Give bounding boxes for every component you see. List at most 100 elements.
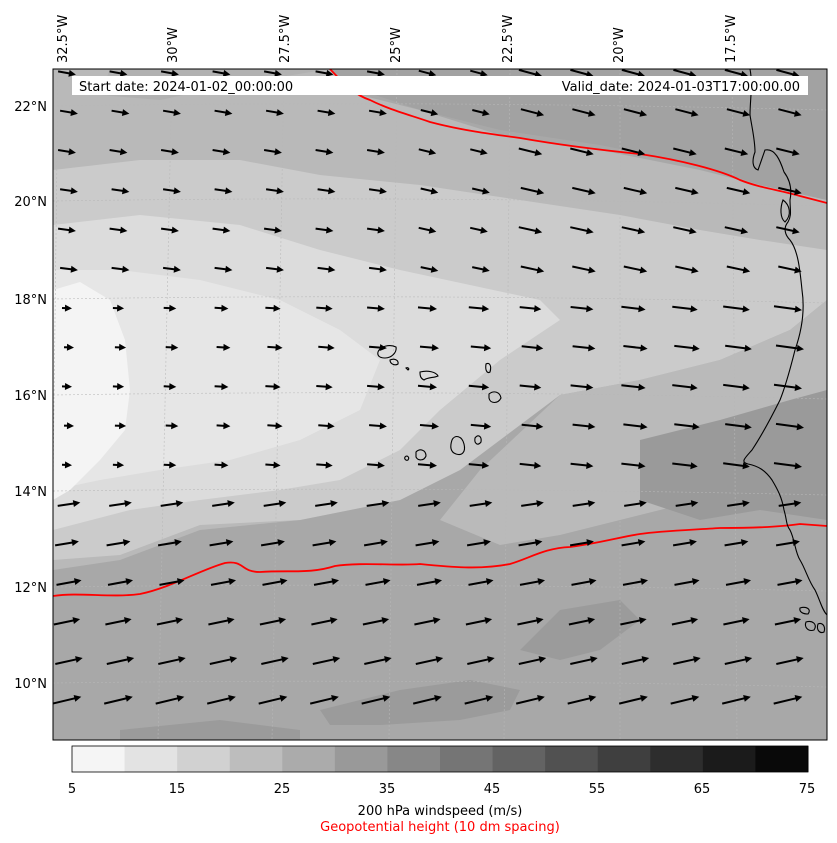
wind-vector-shaft (206, 696, 233, 705)
wind-vector-head (124, 500, 132, 507)
wind-vector-head (742, 110, 751, 117)
wind-vector-head (221, 304, 229, 312)
wind-vector-head (637, 227, 646, 235)
wind-vector-shaft (567, 696, 593, 705)
wind-vector-head (325, 69, 334, 77)
wind-vector-head (536, 266, 545, 274)
wind-vector-shaft (106, 541, 127, 547)
wind-vector-shaft (520, 186, 541, 194)
wind-vector-head (223, 422, 231, 430)
wind-vector-head (690, 462, 698, 470)
wind-vector-shaft (675, 265, 696, 272)
wind-vector-shaft (773, 462, 799, 468)
wind-vector-head (379, 109, 387, 116)
wind-vector-shaft (778, 265, 799, 272)
wind-vector-shaft (727, 502, 746, 507)
wind-vector-head (794, 188, 802, 196)
windspeed-fill-35-40-ne (330, 69, 827, 200)
wind-vector-head (273, 461, 281, 469)
wind-vector-head (742, 500, 750, 507)
map-frame (52, 68, 828, 741)
wind-vector-head (428, 226, 437, 234)
wind-vector-shaft (568, 618, 592, 626)
wind-vector-shaft (672, 384, 694, 389)
wind-vector-shaft (418, 502, 437, 507)
longitude-label: 17.5°W (724, 15, 739, 63)
latitude-label: 14°N (14, 485, 47, 500)
wind-vector-head (174, 539, 182, 546)
wind-vector-shaft (672, 305, 694, 311)
colorbar-label: 200 hPa windspeed (m/s) (358, 804, 523, 819)
wind-vector-shaft (674, 580, 696, 586)
wind-vector-shaft (623, 265, 644, 272)
wind-vector-shaft (675, 186, 696, 194)
wind-vector-shaft (364, 657, 389, 665)
wind-vector-shaft (520, 265, 541, 272)
wind-vector-head (534, 539, 543, 546)
wind-vector-head (122, 265, 130, 273)
wind-vector-head (327, 422, 335, 430)
wind-vector-head (275, 422, 283, 430)
wind-vector-head (586, 227, 594, 235)
wind-vector-head (377, 383, 385, 391)
wind-vector-shaft (726, 265, 747, 272)
wind-vector-head (689, 227, 697, 235)
wind-vector-shaft (361, 696, 387, 705)
wind-vector-head (536, 500, 544, 507)
wind-vector-head (276, 109, 284, 116)
wind-vector-shaft (570, 306, 590, 310)
wind-vector-shaft (519, 580, 542, 586)
wind-vector-shaft (774, 618, 798, 626)
wind-vector-head (280, 578, 288, 585)
wind-vector-head (224, 109, 233, 116)
wind-vector-head (794, 462, 802, 470)
wind-vector-shaft (773, 696, 799, 705)
wind-vector-shaft (156, 618, 180, 626)
wind-vector-head (586, 462, 594, 469)
wind-vector-head (534, 227, 543, 235)
wind-vector-head (481, 305, 490, 312)
wind-vector-head (66, 422, 74, 430)
wind-vector-shaft (675, 502, 695, 507)
wind-vector-head (483, 422, 492, 430)
wind-vector-head (274, 226, 282, 234)
wind-vector-head (68, 69, 76, 77)
wind-vector-shaft (778, 502, 798, 507)
wind-vector-head (326, 226, 334, 234)
wind-vector-shaft (571, 580, 593, 586)
wind-vector-head (586, 383, 594, 391)
wind-vector-shaft (366, 502, 386, 507)
cape-verde-island-fogo (415, 449, 427, 461)
wind-vector-shaft (465, 618, 489, 626)
wind-vector-head (178, 656, 186, 663)
wind-vector-head (588, 422, 596, 430)
wind-vector-shaft (259, 618, 283, 626)
latitude-label: 20°N (14, 195, 47, 210)
wind-vector-head (325, 383, 333, 391)
wind-vector-head (587, 500, 596, 507)
wind-vector-head (431, 344, 439, 352)
wind-vector-head (740, 227, 749, 235)
wind-vector-head (64, 304, 72, 312)
wind-vector-shaft (723, 462, 747, 468)
wind-vector-shaft (570, 69, 590, 77)
wind-vector-head (482, 109, 490, 117)
wind-vector-head (175, 500, 184, 507)
wind-vector-shaft (414, 618, 437, 626)
wind-vector-head (227, 500, 235, 507)
wind-vector-head (221, 383, 229, 391)
wind-vector-head (689, 149, 697, 156)
wind-vector-head (640, 422, 648, 430)
wind-vector-head (430, 109, 439, 117)
wind-vector-head (638, 383, 646, 391)
cape-verde-island-maio (474, 435, 482, 445)
wind-vector-head (328, 187, 336, 195)
wind-vector-head (119, 343, 127, 351)
wind-vector-shaft (160, 502, 180, 507)
wind-vector-shaft (517, 618, 540, 626)
wind-vector-head (796, 656, 804, 663)
wind-vector-shaft (56, 580, 78, 586)
wind-vector-head (72, 617, 81, 624)
wind-vector-shaft (621, 147, 642, 155)
wind-vector-head (171, 343, 179, 351)
